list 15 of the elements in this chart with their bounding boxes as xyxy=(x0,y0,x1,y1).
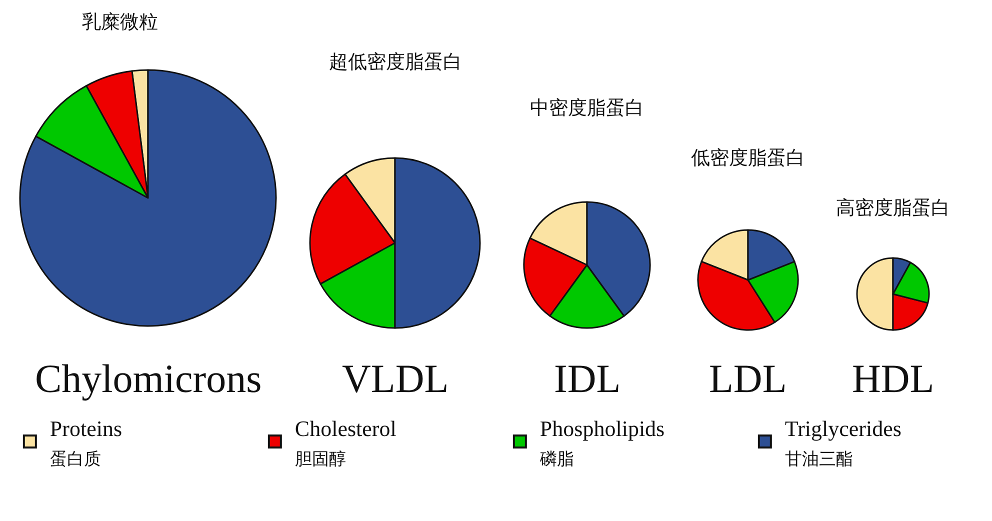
chart-title: 低密度脂蛋白 xyxy=(691,147,805,169)
chart-title: 超低密度脂蛋白 xyxy=(329,51,462,73)
legend-label: Triglycerides 甘油三酯 xyxy=(784,416,902,470)
text: VLDL xyxy=(342,356,449,401)
chart-title: 高密度脂蛋白 xyxy=(836,197,950,219)
text: Chylomicrons xyxy=(35,356,262,401)
legend-label: Phospholipids 磷脂 xyxy=(538,416,665,470)
chart-title: 乳糜微粒 xyxy=(82,11,158,33)
text: LDL xyxy=(709,356,787,401)
legend-label: Proteins 蛋白质 xyxy=(50,416,122,470)
text: HDL xyxy=(852,356,934,401)
legend-label: Cholesterol 胆固醇 xyxy=(294,416,396,470)
text: IDL xyxy=(554,356,621,401)
chart-title: 中密度脂蛋白 xyxy=(530,97,644,119)
pie-slice xyxy=(19,69,277,327)
